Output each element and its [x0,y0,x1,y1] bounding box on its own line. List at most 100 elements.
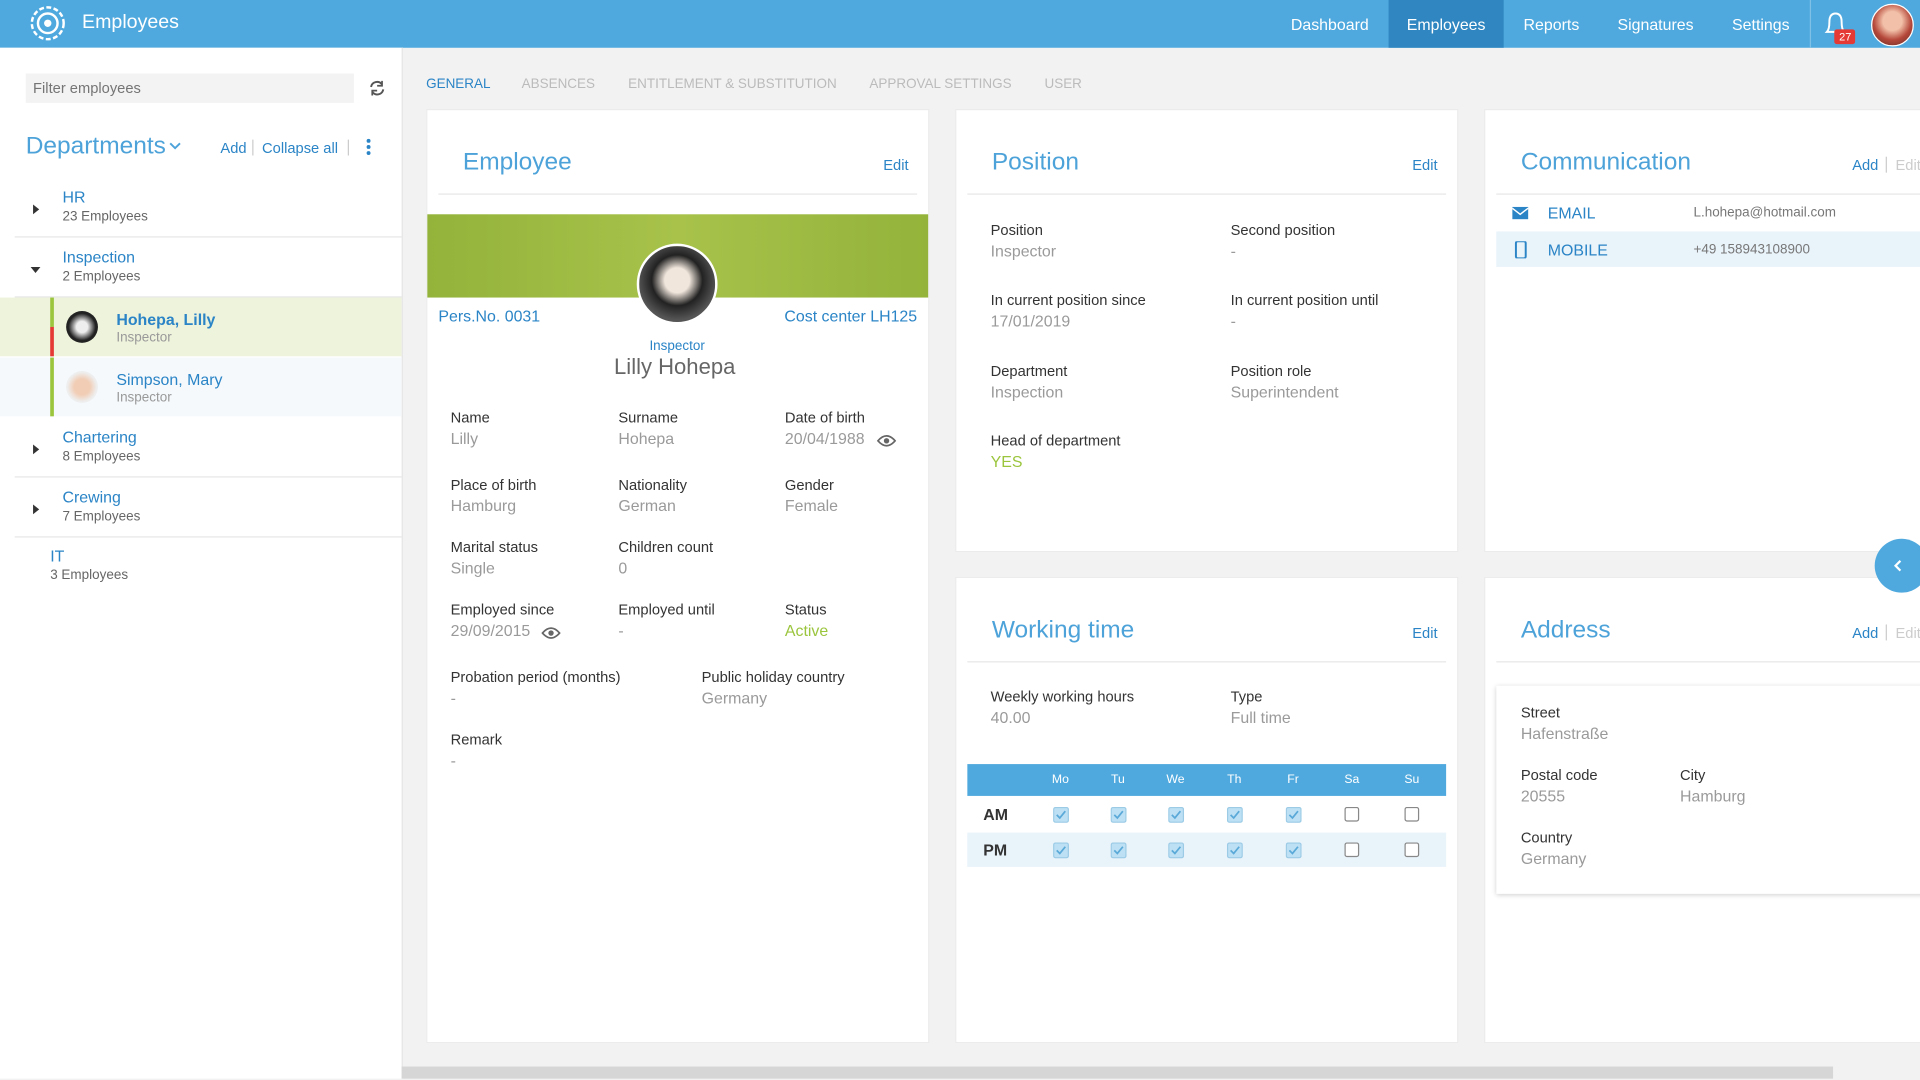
nav-separator [1809,0,1812,48]
tab[interactable]: GENERAL [426,77,491,92]
edit-link[interactable]: Edit [883,156,909,174]
nav-item[interactable]: Reports [1523,15,1580,34]
field-value: Hafenstraße [1520,724,1609,743]
expand-arrow[interactable] [29,440,41,462]
expand-arrow[interactable] [29,260,41,282]
day-label: Mo [1051,773,1069,787]
status-bar [50,297,54,327]
field-value: 29/09/2015 [450,621,531,640]
field-value: - [450,688,456,708]
row-divider [14,476,402,478]
field-value: Inspection [990,382,1064,402]
employee-count: 3 Employees [50,568,129,583]
row-highlight [967,832,1447,867]
employee-name[interactable]: Simpson, Mary [116,370,223,389]
field-value: Hohepa [618,429,675,448]
filter-input[interactable] [25,73,354,103]
scrollbar[interactable] [401,1066,1834,1079]
field-label: Department [990,362,1068,380]
day-checkbox [1168,806,1185,829]
field-value: 20555 [1520,786,1566,806]
personnel-number: Pers.No. 0031 [438,306,541,326]
reveal-icon[interactable] [541,624,561,646]
field-value: - [1230,311,1236,331]
field-value: Active [784,621,829,640]
field-label: City [1680,766,1706,784]
notifications-bell[interactable] [1820,7,1857,46]
refresh-button[interactable] [367,78,387,98]
tab[interactable]: ABSENCES [521,77,596,92]
edit-link[interactable]: Edit [1412,156,1438,174]
department-name[interactable]: Crewing [62,487,121,507]
row-label: PM [983,840,1008,859]
row-divider [14,536,402,538]
collapse-all-link[interactable]: Collapse all [262,139,339,157]
separator [1885,624,1887,641]
employee-avatar [66,371,98,403]
card-title: Working time [991,616,1135,644]
tab[interactable]: ENTITLEMENT & SUBSTITUTION [628,77,837,92]
employee-role: Inspector [649,339,705,354]
field-value: Full time [1230,708,1291,727]
logo [30,6,65,41]
contact-type: MOBILE [1547,240,1608,259]
field-label: Head of department [990,432,1121,450]
employee-count: 2 Employees [62,269,141,285]
day-checkbox [1053,842,1069,864]
sidebar [0,47,403,1079]
user-avatar[interactable] [1871,3,1914,47]
tree-row[interactable] [0,479,402,535]
card-divider [1496,193,1920,195]
field-label: Weekly working hours [990,688,1135,706]
department-name[interactable]: IT [50,546,65,566]
nav-item[interactable]: Employees [1406,15,1486,34]
row-divider [14,296,402,298]
day-checkbox [1344,842,1360,864]
nav-active [1388,0,1504,48]
add-link[interactable]: Add [220,139,247,157]
expand-arrow[interactable] [29,200,41,222]
field-label: Postal code [1520,766,1598,784]
communication-card [1484,108,1920,553]
nav-item[interactable]: Settings [1732,15,1790,34]
tab[interactable]: USER [1044,77,1082,92]
department-name[interactable]: Chartering [62,427,137,447]
edit-link[interactable]: Edit [1895,156,1920,174]
edit-link[interactable]: Edit [1895,624,1920,642]
department-name[interactable]: HR [62,187,86,207]
field-value: German [618,496,676,515]
notification-badge: 27 [1839,30,1852,43]
contact-type: EMAIL [1547,203,1596,223]
nav-item[interactable]: Dashboard [1290,15,1369,34]
tree-row[interactable] [0,239,402,295]
employee-name[interactable]: Hohepa, Lilly [116,310,216,329]
day-label: Th [1227,773,1242,787]
field-value: YES [990,452,1023,471]
collapse-panel-button[interactable] [1874,538,1920,593]
day-checkbox [1404,842,1420,864]
add-link[interactable]: Add [1852,624,1879,642]
nav-item[interactable]: Signatures [1617,15,1694,34]
field-label: Second position [1230,221,1336,239]
tree-row[interactable] [0,179,402,235]
day-label: Sa [1344,773,1360,787]
field-value: Single [450,558,495,578]
tree-row[interactable] [0,419,402,475]
brand: Employees [82,12,179,34]
more-menu[interactable] [362,137,374,157]
edit-link[interactable]: Edit [1412,624,1438,642]
day-checkbox [1226,806,1243,829]
tab[interactable]: APPROVAL SETTINGS [869,77,1012,92]
reveal-icon[interactable] [876,432,897,454]
day-checkbox [1285,806,1302,829]
employee-role: Inspector [116,390,172,406]
row-highlight [1496,231,1920,267]
dropdown-chevron[interactable] [168,140,183,152]
add-link[interactable]: Add [1852,156,1879,174]
department-name[interactable]: Inspection [62,247,136,267]
expand-arrow[interactable] [29,500,41,522]
field-value: Inspector [990,241,1057,261]
departments-title[interactable]: Departments [25,132,166,160]
position-card [955,108,1459,553]
